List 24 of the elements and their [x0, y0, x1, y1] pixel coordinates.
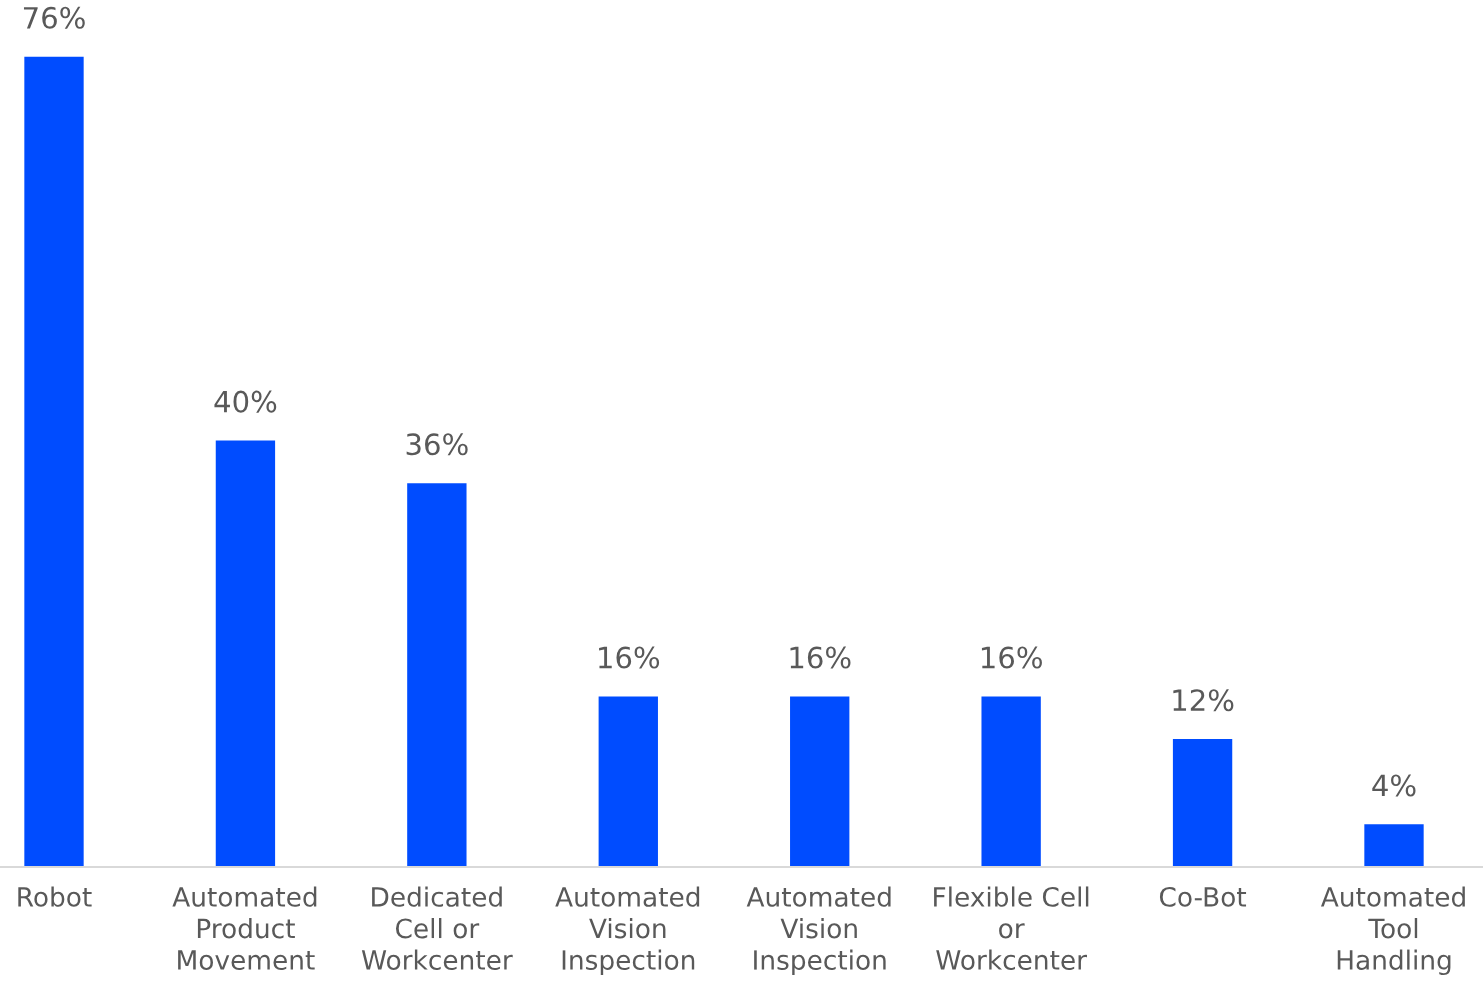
bar — [24, 56, 84, 867]
bar — [598, 696, 658, 867]
data-label: 76% — [23, 6, 85, 29]
bar — [1364, 824, 1424, 867]
x-tick-label: Flexible Cell or Workcenter — [934, 886, 1089, 970]
x-tick-label: Robot — [18, 886, 92, 907]
bar — [407, 483, 467, 867]
data-label: 4% — [1372, 774, 1416, 797]
bar — [1172, 739, 1233, 867]
x-tick-label: Automated Product Movement — [172, 886, 317, 970]
x-tick-label: Automated Vision Inspection — [555, 886, 700, 976]
x-tick-label: Automated Vision Inspection — [746, 886, 891, 976]
data-label: 16% — [599, 646, 660, 669]
data-label: 16% — [981, 646, 1042, 669]
data-label: 40% — [214, 390, 277, 413]
bar — [790, 696, 850, 867]
data-label: 16% — [790, 646, 851, 669]
data-label: 36% — [406, 433, 468, 456]
data-label: 12% — [1173, 689, 1234, 712]
x-tick-label: Co-Bot — [1159, 886, 1247, 907]
x-tick-label: Dedicated Cell or Workcenter — [361, 886, 513, 970]
bar — [215, 440, 276, 867]
x-tick-label: Automated Tool Handling — [1320, 886, 1465, 976]
bar — [981, 696, 1041, 867]
